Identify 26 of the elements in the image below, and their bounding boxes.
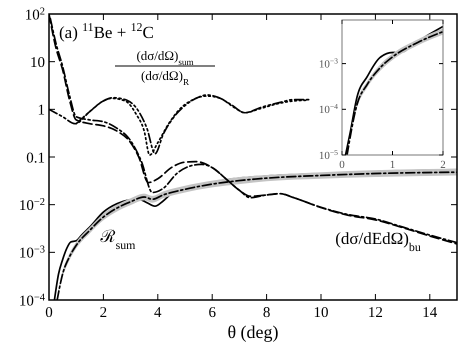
y-tick-label: 10$^{−4}$ bbox=[318, 102, 338, 116]
x-tick-label: 2 bbox=[440, 159, 446, 171]
y-tick-label: 10$^{−5}$ bbox=[318, 147, 338, 162]
annotation: (dσ/dΩ)$_{sum}$ bbox=[136, 48, 194, 67]
x-tick-label: 1 bbox=[390, 159, 396, 171]
y-tick-label: 0.1 bbox=[26, 150, 45, 166]
y-tick-label: 10$^{2}$ bbox=[24, 6, 45, 24]
y-tick-label: 10 bbox=[30, 54, 45, 71]
x-tick-label: 6 bbox=[208, 305, 216, 321]
annotation: (dσ/dΩ)$_{R}$ bbox=[140, 68, 190, 87]
annotation: (dσ/dEdΩ)$_{bu}$ bbox=[335, 229, 421, 254]
x-tick-label: 0 bbox=[45, 305, 53, 321]
y-tick-label: 1 bbox=[38, 102, 45, 119]
text: (a) $^{11}$Be + $^{12}$C bbox=[59, 20, 154, 42]
x-tick-label: 0 bbox=[339, 159, 346, 171]
y-tick-label: 10$^{−3}$ bbox=[18, 244, 45, 262]
x-tick-label: 8 bbox=[262, 305, 270, 321]
x-tick-label: 2 bbox=[100, 305, 108, 321]
x-tick-label: 12 bbox=[368, 305, 383, 321]
x-axis-title: θ (deg) bbox=[227, 322, 279, 342]
y-tick-label: 10$^{−4}$ bbox=[18, 292, 46, 310]
x-tick-label: 4 bbox=[154, 305, 162, 321]
y-tick-label: 10$^{−2}$ bbox=[18, 196, 45, 214]
x-tick-label: 14 bbox=[422, 305, 438, 321]
annotation: ℛ$_{sum}$ bbox=[100, 227, 136, 252]
y-tick-label: 10$^{−3}$ bbox=[318, 56, 338, 70]
